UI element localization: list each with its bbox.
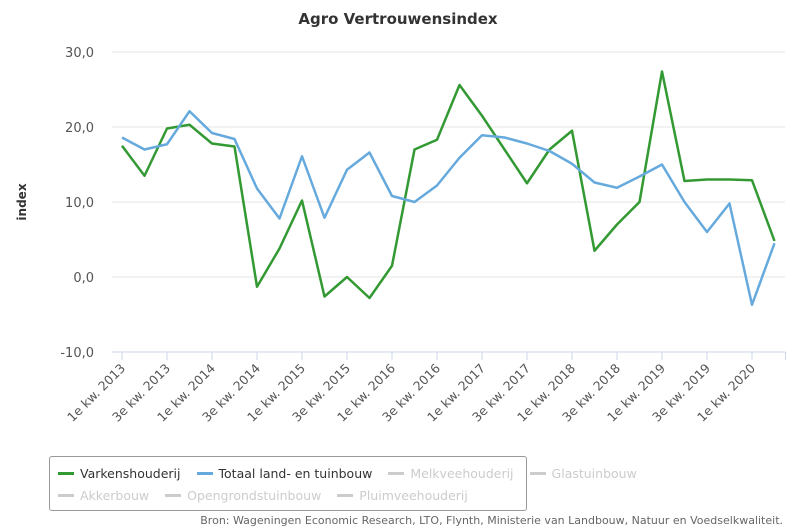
series-line-varkenshouderij[interactable] — [121, 70, 776, 300]
legend-line-icon — [388, 471, 405, 475]
legend-line-icon — [337, 493, 354, 497]
source-note: Bron: Wageningen Economic Research, LTO,… — [200, 514, 783, 527]
legend-label: Pluimveehouderij — [359, 487, 468, 503]
legend-line-icon — [529, 471, 546, 475]
legend-line-icon — [58, 471, 74, 475]
legend-label: Opengrondstuinbouw — [187, 487, 322, 503]
legend-line-icon — [58, 493, 74, 497]
legend-item-pluimveehouderij[interactable]: Pluimveehouderij — [337, 488, 468, 503]
series-line-totaal-land-en-tuinbouw[interactable] — [121, 110, 776, 306]
legend-label: Totaal land- en tuinbouw — [218, 465, 373, 481]
y-tick-label: 30,0 — [65, 46, 94, 61]
legend-label: Glastuinbouw — [551, 465, 637, 481]
legend: Varkenshouderij Totaal land- en tuinbouw M… — [49, 456, 637, 511]
legend-item-varkenshouderij[interactable]: Varkenshouderij — [58, 466, 181, 481]
y-tick-label: 10,0 — [65, 196, 94, 211]
y-tick-label: 20,0 — [65, 121, 94, 136]
y-axis-label: index — [15, 183, 29, 220]
legend-item-akkerbouw[interactable]: Akkerbouw — [58, 488, 149, 503]
legend-line-icon — [196, 471, 213, 475]
legend-item-opengrondstuinbouw[interactable]: Opengrondstuinbouw — [165, 488, 321, 503]
legend-item-melkveehouderij[interactable]: Melkveehouderij — [388, 465, 514, 481]
chart-title: Agro Vertrouwensindex — [298, 10, 498, 28]
legend-item-glastuinbouw[interactable]: Glastuinbouw — [529, 465, 637, 481]
legend-line-icon — [165, 493, 182, 497]
line-chart: Agro Vertrouwensindex index -10,0 0,0 10,0… — [15, 10, 786, 425]
y-tick-label: 0,0 — [73, 271, 94, 286]
legend-label: Akkerbouw — [80, 487, 150, 503]
y-tick-label: -10,0 — [60, 346, 94, 361]
legend-label: Varkenshouderij — [80, 465, 181, 481]
legend-item-totaal-land-en-tuinbouw[interactable]: Totaal land- en tuinbouw — [196, 465, 373, 481]
legend-label: Melkveehouderij — [410, 465, 514, 481]
